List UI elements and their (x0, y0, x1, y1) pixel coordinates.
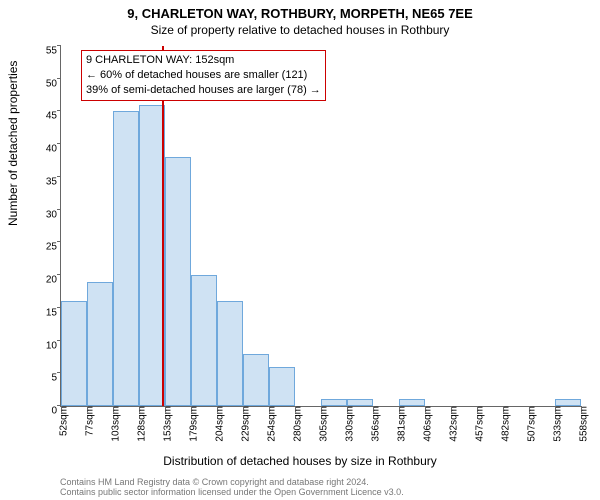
y-tick-label: 55 (46, 46, 61, 57)
y-tick-mark (57, 45, 61, 46)
histogram-bar (191, 275, 217, 406)
info-box-line: 39% of semi-detached houses are larger (… (86, 83, 321, 98)
x-tick-label: 356sqm (365, 406, 382, 442)
histogram-bar (243, 354, 269, 406)
x-tick-mark (165, 406, 166, 410)
x-tick-label: 254sqm (261, 406, 278, 442)
y-tick-mark (57, 241, 61, 242)
y-tick-label: 25 (46, 242, 61, 253)
x-tick-mark (87, 406, 88, 410)
x-tick-label: 330sqm (339, 406, 356, 442)
x-tick-label: 482sqm (495, 406, 512, 442)
x-tick-mark (555, 406, 556, 410)
title-address: 9, CHARLETON WAY, ROTHBURY, MORPETH, NE6… (0, 0, 600, 21)
x-tick-label: 77sqm (79, 406, 96, 436)
y-axis-label: Number of detached properties (6, 61, 20, 226)
x-tick-mark (295, 406, 296, 410)
y-tick-label: 30 (46, 209, 61, 220)
footer-attribution: Contains HM Land Registry data © Crown c… (60, 478, 404, 498)
histogram-bar (555, 399, 581, 406)
x-tick-mark (373, 406, 374, 410)
y-tick-label: 35 (46, 176, 61, 187)
x-tick-label: 457sqm (469, 406, 486, 442)
y-tick-mark (57, 176, 61, 177)
x-tick-label: 229sqm (235, 406, 252, 442)
x-tick-mark (269, 406, 270, 410)
x-tick-label: 153sqm (157, 406, 174, 442)
property-info-box: 9 CHARLETON WAY: 152sqm← 60% of detached… (81, 50, 326, 101)
y-tick-label: 10 (46, 340, 61, 351)
title-subtitle: Size of property relative to detached ho… (0, 21, 600, 37)
y-tick-label: 45 (46, 111, 61, 122)
histogram-bar (61, 301, 87, 406)
histogram-bar (217, 301, 243, 406)
info-box-line: 9 CHARLETON WAY: 152sqm (86, 53, 321, 68)
y-tick-mark (57, 110, 61, 111)
x-tick-label: 406sqm (417, 406, 434, 442)
x-tick-label: 305sqm (313, 406, 330, 442)
x-tick-mark (399, 406, 400, 410)
histogram-bar (347, 399, 373, 406)
x-tick-mark (425, 406, 426, 410)
x-tick-mark (503, 406, 504, 410)
histogram-bar (139, 105, 165, 406)
x-tick-label: 179sqm (183, 406, 200, 442)
x-tick-mark (113, 406, 114, 410)
x-tick-label: 432sqm (443, 406, 460, 442)
x-tick-mark (347, 406, 348, 410)
x-axis-label: Distribution of detached houses by size … (0, 454, 600, 468)
y-tick-label: 50 (46, 78, 61, 89)
histogram-bar (87, 282, 113, 406)
x-tick-label: 103sqm (105, 406, 122, 442)
x-tick-label: 52sqm (53, 406, 70, 436)
y-tick-label: 40 (46, 144, 61, 155)
x-tick-mark (529, 406, 530, 410)
y-tick-label: 5 (51, 373, 61, 384)
x-tick-mark (217, 406, 218, 410)
x-tick-mark (243, 406, 244, 410)
histogram-bar (113, 111, 139, 406)
x-tick-mark (321, 406, 322, 410)
y-tick-mark (57, 78, 61, 79)
x-tick-mark (61, 406, 62, 410)
y-tick-label: 15 (46, 307, 61, 318)
x-tick-label: 533sqm (547, 406, 564, 442)
x-tick-mark (191, 406, 192, 410)
x-tick-label: 381sqm (391, 406, 408, 442)
x-tick-label: 507sqm (521, 406, 538, 442)
x-tick-mark (581, 406, 582, 410)
y-tick-mark (57, 274, 61, 275)
footer-line2: Contains public sector information licen… (60, 488, 404, 498)
info-box-line: ← 60% of detached houses are smaller (12… (86, 68, 321, 83)
x-tick-mark (477, 406, 478, 410)
y-tick-label: 20 (46, 275, 61, 286)
x-tick-mark (139, 406, 140, 410)
histogram-bar (399, 399, 425, 406)
histogram-bar (321, 399, 347, 406)
y-tick-mark (57, 143, 61, 144)
x-tick-label: 280sqm (287, 406, 304, 442)
x-tick-label: 558sqm (573, 406, 590, 442)
x-tick-mark (451, 406, 452, 410)
x-tick-label: 128sqm (131, 406, 148, 442)
x-tick-label: 204sqm (209, 406, 226, 442)
histogram-bar (269, 367, 295, 406)
chart-plot-area: 051015202530354045505552sqm77sqm103sqm12… (60, 46, 581, 407)
y-tick-mark (57, 209, 61, 210)
histogram-bar (165, 157, 191, 406)
